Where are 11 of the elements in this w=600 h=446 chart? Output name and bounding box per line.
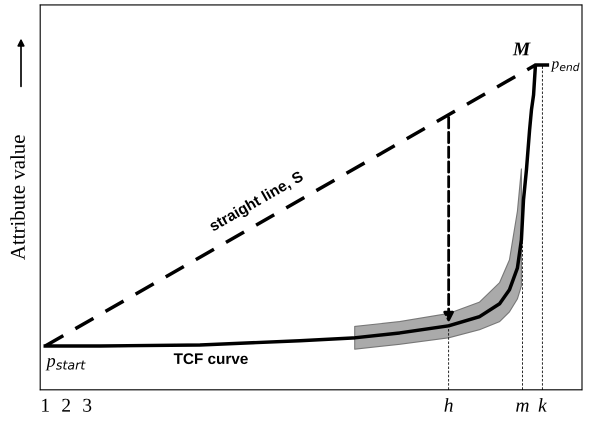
series-label: TCF curve xyxy=(174,353,248,364)
x-tick-label: 2 xyxy=(62,398,70,412)
x-tick-label: 1 xyxy=(42,398,49,412)
x-tick-label: 3 xyxy=(83,398,92,412)
y-axis-title: Attribute value xyxy=(10,135,25,260)
x-tick-label: m xyxy=(516,402,529,412)
x-tick-label: k xyxy=(538,398,547,412)
annotation: M xyxy=(512,42,531,56)
annotation: p$_{start}$ xyxy=(46,358,86,370)
x-tick-label: h xyxy=(444,398,453,412)
annotation: p$_{end}$ xyxy=(550,61,580,72)
